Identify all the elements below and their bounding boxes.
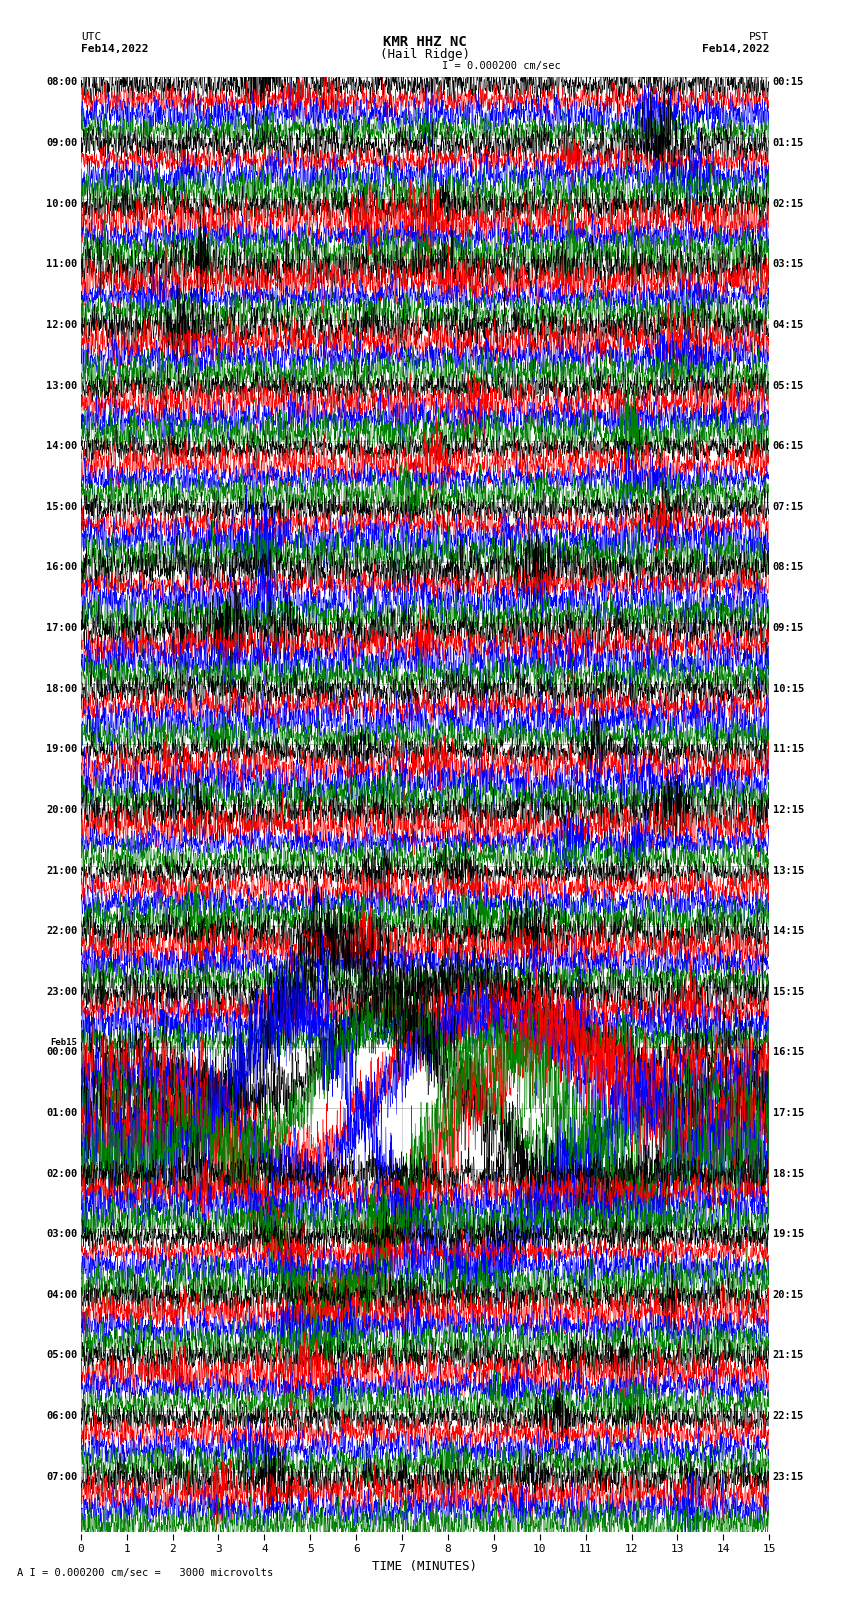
Text: 09:00: 09:00 — [46, 139, 77, 148]
Text: 09:15: 09:15 — [773, 623, 804, 632]
Text: 17:00: 17:00 — [46, 623, 77, 632]
Text: 04:15: 04:15 — [773, 319, 804, 331]
Text: Feb14,2022: Feb14,2022 — [702, 44, 769, 53]
Text: 00:15: 00:15 — [773, 77, 804, 87]
Text: 17:15: 17:15 — [773, 1108, 804, 1118]
Text: 16:15: 16:15 — [773, 1047, 804, 1058]
Text: 13:00: 13:00 — [46, 381, 77, 390]
Text: 20:00: 20:00 — [46, 805, 77, 815]
Text: 15:00: 15:00 — [46, 502, 77, 511]
Text: 03:15: 03:15 — [773, 260, 804, 269]
Text: 22:15: 22:15 — [773, 1411, 804, 1421]
Text: KMR HHZ NC: KMR HHZ NC — [383, 35, 467, 50]
Text: 20:15: 20:15 — [773, 1290, 804, 1300]
Text: A I = 0.000200 cm/sec =   3000 microvolts: A I = 0.000200 cm/sec = 3000 microvolts — [17, 1568, 273, 1578]
Text: 21:00: 21:00 — [46, 866, 77, 876]
Text: PST: PST — [749, 32, 769, 42]
Text: 10:15: 10:15 — [773, 684, 804, 694]
X-axis label: TIME (MINUTES): TIME (MINUTES) — [372, 1560, 478, 1573]
Text: 23:00: 23:00 — [46, 987, 77, 997]
Text: 22:00: 22:00 — [46, 926, 77, 936]
Text: 21:15: 21:15 — [773, 1350, 804, 1360]
Text: 08:15: 08:15 — [773, 563, 804, 573]
Text: 11:00: 11:00 — [46, 260, 77, 269]
Text: 23:15: 23:15 — [773, 1471, 804, 1482]
Text: 18:00: 18:00 — [46, 684, 77, 694]
Text: 18:15: 18:15 — [773, 1168, 804, 1179]
Text: 16:00: 16:00 — [46, 563, 77, 573]
Text: 01:00: 01:00 — [46, 1108, 77, 1118]
Text: 03:00: 03:00 — [46, 1229, 77, 1239]
Text: 10:00: 10:00 — [46, 198, 77, 208]
Text: 07:15: 07:15 — [773, 502, 804, 511]
Text: 12:15: 12:15 — [773, 805, 804, 815]
Text: 13:15: 13:15 — [773, 866, 804, 876]
Text: 07:00: 07:00 — [46, 1471, 77, 1482]
Text: 04:00: 04:00 — [46, 1290, 77, 1300]
Text: I = 0.000200 cm/sec: I = 0.000200 cm/sec — [442, 61, 561, 71]
Text: Feb14,2022: Feb14,2022 — [81, 44, 148, 53]
Text: 14:15: 14:15 — [773, 926, 804, 936]
Text: 14:00: 14:00 — [46, 442, 77, 452]
Text: 19:00: 19:00 — [46, 744, 77, 755]
Text: (Hail Ridge): (Hail Ridge) — [380, 48, 470, 61]
Text: 12:00: 12:00 — [46, 319, 77, 331]
Text: Feb15: Feb15 — [50, 1039, 77, 1047]
Text: 02:00: 02:00 — [46, 1168, 77, 1179]
Text: 05:00: 05:00 — [46, 1350, 77, 1360]
Text: 01:15: 01:15 — [773, 139, 804, 148]
Text: 05:15: 05:15 — [773, 381, 804, 390]
Text: 19:15: 19:15 — [773, 1229, 804, 1239]
Text: 11:15: 11:15 — [773, 744, 804, 755]
Text: 15:15: 15:15 — [773, 987, 804, 997]
Text: 06:00: 06:00 — [46, 1411, 77, 1421]
Text: 02:15: 02:15 — [773, 198, 804, 208]
Text: UTC: UTC — [81, 32, 101, 42]
Text: 08:00: 08:00 — [46, 77, 77, 87]
Text: 00:00: 00:00 — [46, 1047, 77, 1058]
Text: 06:15: 06:15 — [773, 442, 804, 452]
